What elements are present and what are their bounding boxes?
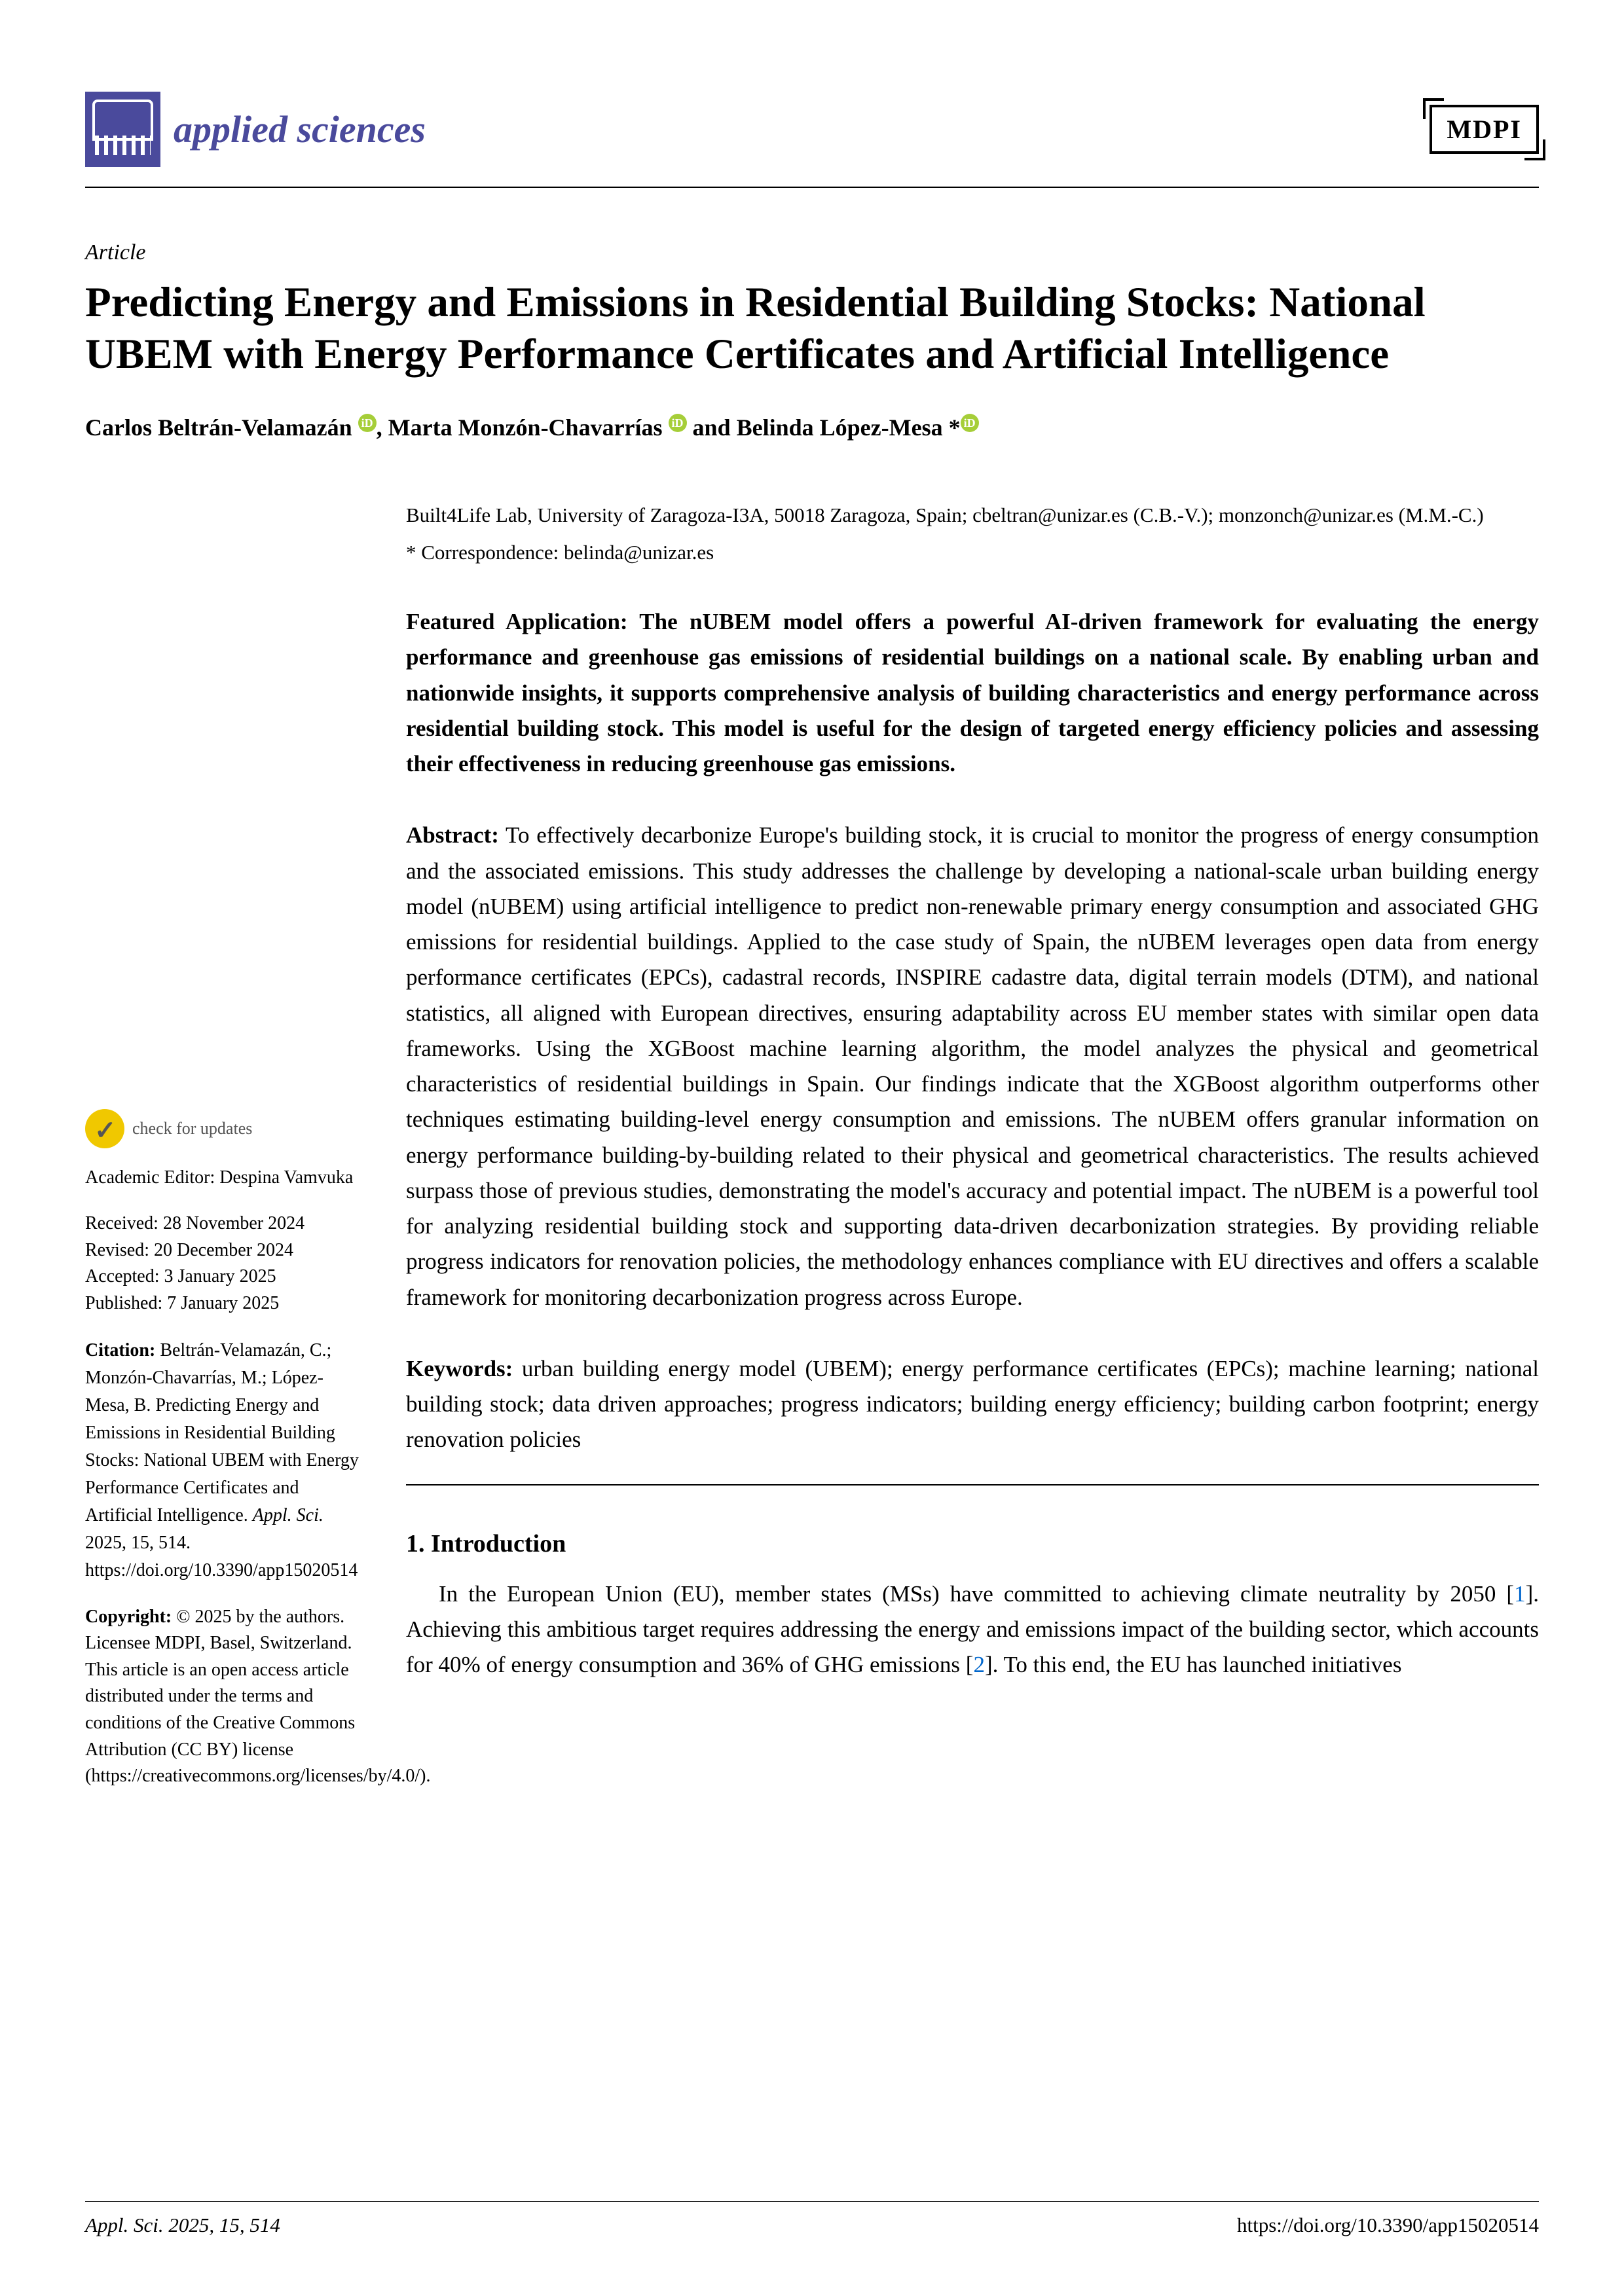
article-title: Predicting Energy and Emissions in Resid… <box>85 277 1539 381</box>
footer-citation: Appl. Sci. 2025, 15, 514 <box>85 2214 280 2237</box>
dates: Received: 28 November 2024 Revised: 20 D… <box>85 1211 367 1317</box>
check-updates[interactable]: check for updates <box>85 1109 367 1148</box>
citation: Citation: Beltrán-Velamazán, C.; Monzón-… <box>85 1337 367 1584</box>
publisher-logo: MDPI <box>1430 105 1539 154</box>
footer-doi: https://doi.org/10.3390/app15020514 <box>1237 2214 1539 2237</box>
correspondence: * Correspondence: belinda@unizar.es <box>406 537 1539 568</box>
abstract: Abstract: To effectively decarbonize Eur… <box>406 818 1539 1315</box>
intro-paragraph: In the European Union (EU), member state… <box>406 1576 1539 1683</box>
affiliation: Built4Life Lab, University of Zaragoza-I… <box>406 500 1539 531</box>
featured-application: Featured Application: The nUBEM model of… <box>406 604 1539 782</box>
journal-icon <box>85 92 160 167</box>
authors: Carlos Beltrán-Velamazán iD, Marta Monzó… <box>85 414 1539 441</box>
revised-date: Revised: 20 December 2024 <box>85 1237 367 1264</box>
academic-editor: Academic Editor: Despina Vamvuka <box>85 1165 367 1192</box>
check-updates-label: check for updates <box>132 1119 252 1139</box>
header: applied sciences MDPI <box>85 92 1539 167</box>
received-date: Received: 28 November 2024 <box>85 1211 367 1237</box>
header-rule <box>85 187 1539 188</box>
journal-logo: applied sciences <box>85 92 426 167</box>
accepted-date: Accepted: 3 January 2025 <box>85 1264 367 1290</box>
sidebar: check for updates Academic Editor: Despi… <box>85 500 367 1810</box>
section-heading: 1. Introduction <box>406 1525 1539 1563</box>
citation-link-2[interactable]: 2 <box>973 1652 985 1677</box>
check-icon <box>85 1109 124 1148</box>
citation-link-1[interactable]: 1 <box>1514 1581 1526 1607</box>
main-content: Built4Life Lab, University of Zaragoza-I… <box>406 500 1539 1810</box>
copyright: Copyright: © 2025 by the authors. Licens… <box>85 1604 367 1790</box>
journal-name: applied sciences <box>174 107 426 151</box>
article-type: Article <box>85 240 1539 265</box>
footer: Appl. Sci. 2025, 15, 514 https://doi.org… <box>85 2201 1539 2237</box>
section-rule <box>406 1484 1539 1485</box>
published-date: Published: 7 January 2025 <box>85 1290 367 1317</box>
keywords: Keywords: urban building energy model (U… <box>406 1351 1539 1458</box>
